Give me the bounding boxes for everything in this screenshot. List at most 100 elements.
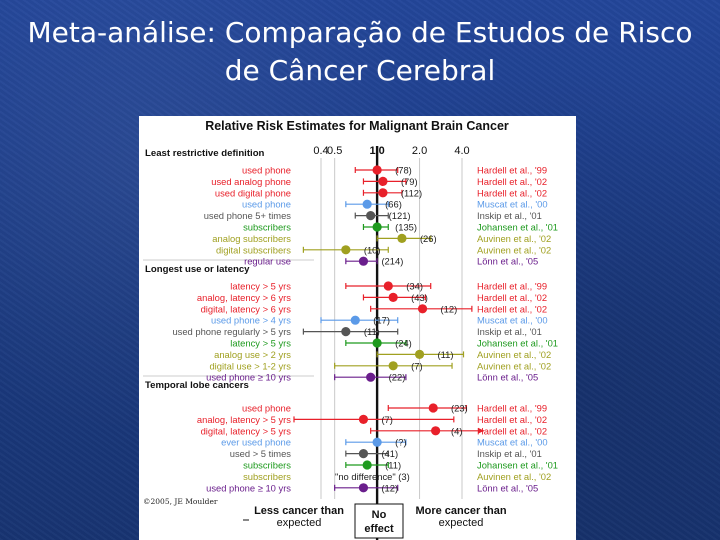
row-label: latency > 5 yrs — [230, 281, 291, 292]
x-tick-label: 1.0 — [369, 145, 384, 157]
point-estimate — [341, 327, 351, 337]
row-label: used phone ≥ 10 yrs — [206, 482, 291, 493]
point-estimate — [428, 403, 438, 413]
chart-title: Relative Risk Estimates for Malignant Br… — [205, 119, 509, 133]
point-estimate — [388, 361, 398, 371]
row-label: used phone 5+ times — [204, 210, 292, 221]
study-label: Auvinen et al., '02 — [477, 244, 551, 255]
study-label: Inskip et al., '01 — [477, 326, 542, 337]
row-label: digital use > 1-2 yrs — [209, 360, 291, 371]
slide-title: Meta-análise: Comparação de Estudos de R… — [10, 14, 710, 90]
footer-right-line2: expected — [439, 517, 484, 529]
sample-size-label: (4) — [451, 425, 462, 436]
slide-title-line-1: Meta-análise: Comparação de Estudos de R… — [27, 16, 693, 49]
sample-size-label: (121) — [389, 210, 411, 221]
point-estimate — [341, 245, 351, 255]
study-label: Auvinen et al., '02 — [477, 471, 551, 482]
sample-size-label: (23) — [451, 403, 468, 414]
sample-size-label: (11) — [438, 349, 454, 360]
sample-size-label: (11) — [364, 326, 380, 337]
point-estimate — [358, 256, 369, 266]
study-label: Johansen et al., '01 — [477, 460, 558, 471]
footer-center-line1: No — [372, 509, 387, 521]
study-label: Lönn et al., '05 — [477, 256, 538, 267]
ci-arrow — [478, 427, 484, 434]
study-label: Hardell et al., '02 — [477, 425, 547, 436]
sample-size-label: (26) — [420, 233, 437, 244]
sample-size-label: (34) — [406, 281, 423, 292]
row-label: used digital phone — [215, 187, 291, 198]
row-label: subscribers — [243, 460, 291, 471]
study-label: Inskip et al., '01 — [477, 210, 542, 221]
footer-left-line1: Less cancer than — [254, 505, 344, 517]
row-label: subscribers — [243, 222, 291, 233]
sample-size-label: (112) — [401, 187, 422, 198]
study-label: Johansen et al., '01 — [477, 222, 558, 233]
point-estimate — [372, 338, 382, 348]
sample-size-label: (?) — [395, 437, 406, 448]
row-label: used analog phone — [211, 176, 291, 187]
point-estimate — [388, 292, 398, 302]
point-estimate — [431, 426, 441, 436]
study-label: Hardell et al., '02 — [477, 303, 547, 314]
x-tick-label: 0.4 — [313, 145, 328, 157]
sample-size-label: (41) — [381, 448, 398, 459]
sample-size-label: (11) — [385, 460, 401, 471]
forest-plot-figure: Relative Risk Estimates for Malignant Br… — [139, 116, 576, 540]
point-estimate — [366, 211, 376, 221]
slide-title-line-2: de Câncer Cerebral — [224, 54, 496, 87]
footer-left-line2: expected — [277, 517, 322, 529]
study-label: Auvinen et al., '02 — [477, 360, 551, 371]
row-label: analog, latency > 5 yrs — [197, 414, 291, 425]
row-label: subscribers — [243, 471, 291, 482]
row-label: digital subscribers — [216, 244, 291, 255]
footer-center-line2: effect — [364, 523, 394, 535]
x-tick-label: 2.0 — [412, 145, 427, 157]
study-label: Auvinen et al., '02 — [477, 349, 551, 360]
study-label: Hardell et al., '99 — [477, 281, 547, 292]
point-estimate — [383, 281, 393, 291]
study-label: Auvinen et al., '02 — [477, 233, 551, 244]
point-estimate — [378, 188, 388, 198]
study-label: Inskip et al., '01 — [477, 448, 542, 459]
sample-size-label: (214) — [381, 256, 403, 267]
row-label: ever used phone — [221, 437, 291, 448]
x-tick-label: 4.0 — [454, 145, 469, 157]
sample-size-label: (7) — [411, 360, 422, 371]
point-estimate — [414, 349, 425, 359]
row-label: used phone > 4 yrs — [211, 315, 291, 326]
group-heading: Temporal lobe cancers — [145, 380, 249, 391]
point-estimate — [362, 460, 372, 470]
study-label: Lönn et al., '05 — [477, 372, 538, 383]
footer-right-line1: More cancer than — [415, 505, 506, 517]
study-label: Hardell et al., '02 — [477, 414, 547, 425]
study-label: Hardell et al., '02 — [477, 187, 547, 198]
study-label: Muscat et al., '00 — [477, 437, 548, 448]
study-label: Hardell et al., '99 — [477, 165, 547, 176]
row-label: used phone — [242, 403, 291, 414]
row-label: digital, latency > 5 yrs — [201, 425, 292, 436]
row-label: used > 5 times — [230, 448, 292, 459]
point-estimate — [366, 372, 376, 382]
sample-size-label: (24) — [395, 338, 412, 349]
point-estimate — [358, 483, 369, 493]
study-label: Hardell et al., '02 — [477, 176, 547, 187]
row-label: regular use — [244, 256, 291, 267]
point-estimate — [362, 199, 372, 209]
sample-size-label: "no difference" (3) — [335, 471, 410, 482]
x-tick-label: 0.5 — [327, 145, 342, 157]
study-label: Muscat et al., '00 — [477, 199, 548, 210]
point-estimate — [372, 165, 382, 175]
row-label: used phone regularly > 5 yrs — [172, 326, 291, 337]
study-label: Hardell et al., '99 — [477, 403, 547, 414]
sample-size-label: (79) — [401, 176, 418, 187]
forest-plot: Relative Risk Estimates for Malignant Br… — [143, 119, 558, 540]
row-label: digital, latency > 6 yrs — [201, 303, 292, 314]
row-label: used phone — [242, 165, 291, 176]
point-estimate — [372, 222, 382, 232]
sample-size-label: (66) — [385, 199, 402, 210]
study-label: Muscat et al., '00 — [477, 315, 548, 326]
row-label: used phone ≥ 10 yrs — [206, 372, 291, 383]
sample-size-label: (22) — [389, 372, 406, 383]
copyright-note: ©2005, JE Moulder — [143, 497, 218, 506]
